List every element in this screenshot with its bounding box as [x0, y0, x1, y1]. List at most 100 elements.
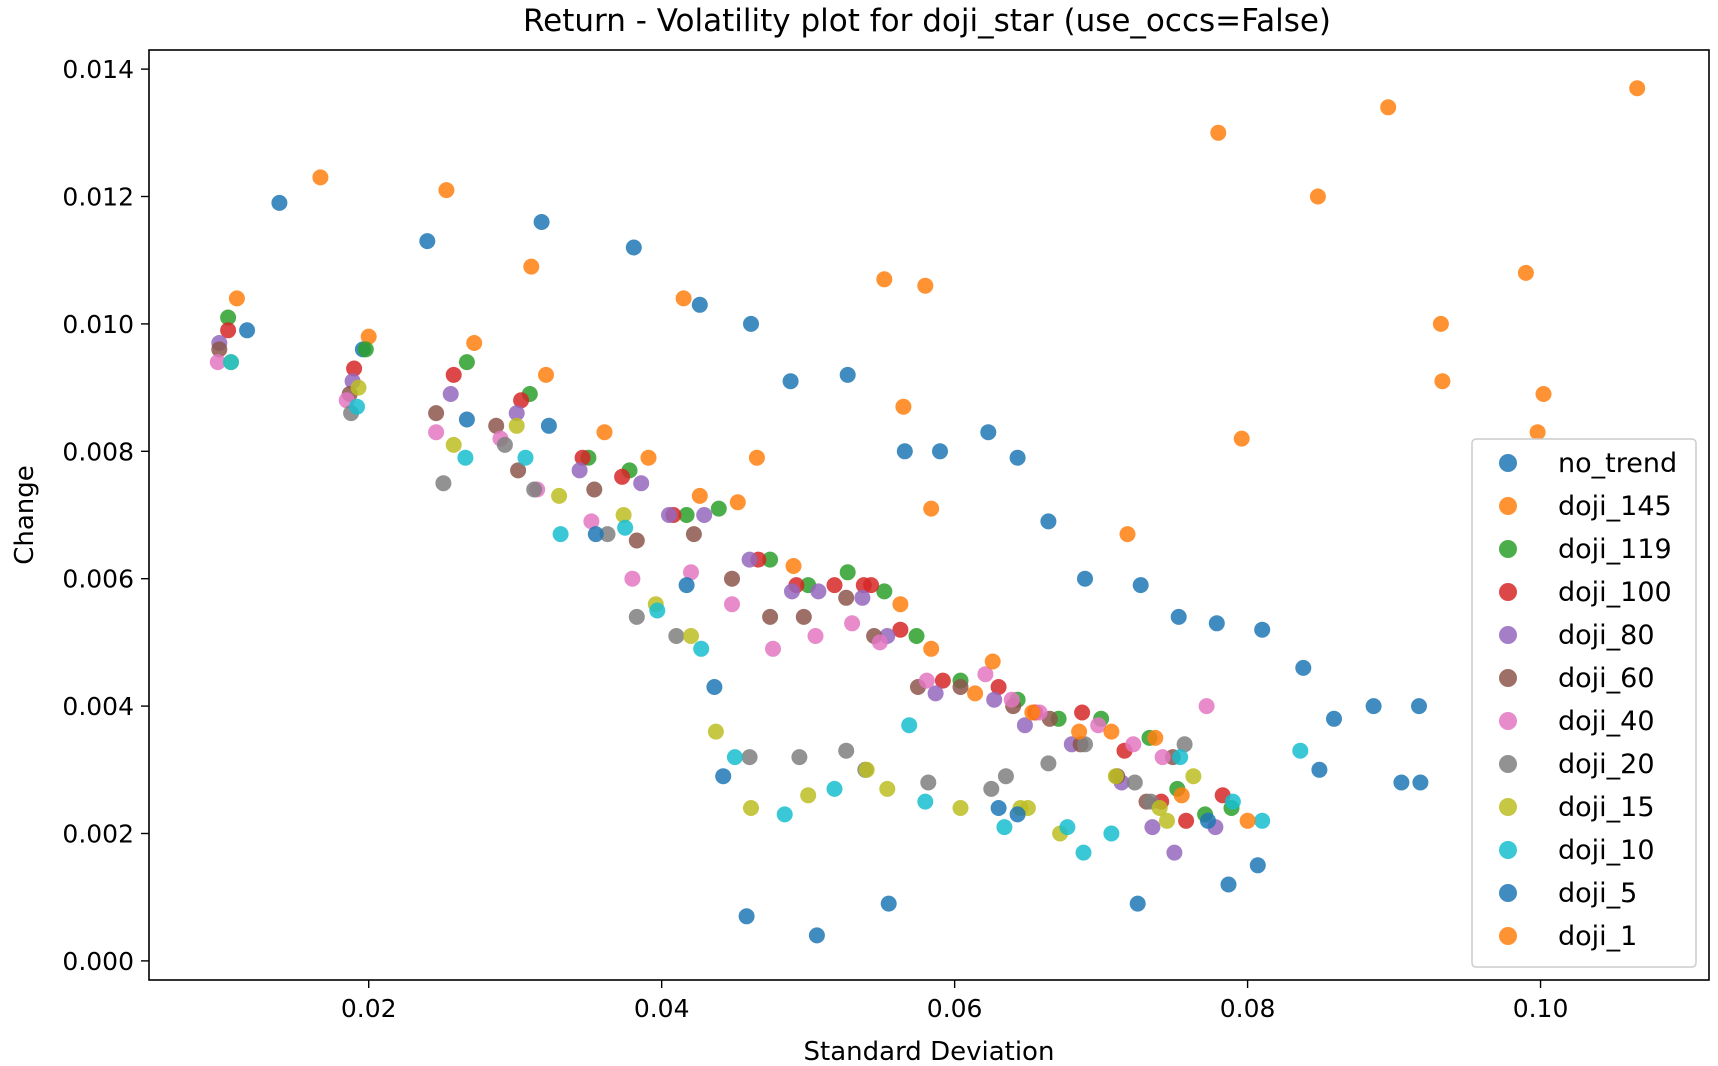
data-point	[587, 526, 604, 543]
data-point	[496, 436, 513, 453]
data-point	[675, 290, 692, 307]
data-point	[1200, 812, 1216, 829]
data-point	[706, 679, 723, 695]
data-point	[1434, 373, 1451, 390]
data-point	[807, 628, 824, 644]
data-point	[442, 386, 459, 402]
data-point	[892, 621, 909, 638]
data-point	[844, 615, 861, 632]
data-point	[312, 169, 329, 186]
legend-marker	[1499, 626, 1517, 644]
data-point	[517, 449, 534, 466]
data-point	[526, 481, 543, 498]
data-point	[1009, 449, 1026, 466]
data-point	[782, 373, 799, 390]
data-point	[986, 691, 1003, 708]
data-point	[220, 322, 237, 339]
data-point	[1016, 717, 1033, 734]
data-point	[438, 182, 455, 199]
data-point	[1075, 844, 1092, 861]
data-point	[533, 214, 550, 230]
legend-label: doji_5	[1558, 878, 1637, 909]
data-point	[1254, 812, 1271, 829]
data-point	[209, 354, 226, 371]
data-point	[707, 723, 724, 740]
data-point	[419, 233, 436, 250]
legend-label: doji_10	[1558, 835, 1655, 866]
data-point	[1040, 755, 1057, 772]
data-point	[523, 258, 540, 275]
data-point	[466, 335, 483, 351]
data-point	[428, 405, 445, 422]
data-point	[1172, 749, 1189, 766]
data-point	[1365, 698, 1382, 715]
data-point	[1311, 761, 1328, 778]
y-tick-label: 0.004	[62, 692, 134, 721]
data-point	[691, 487, 708, 504]
data-point	[996, 819, 1013, 836]
data-point	[858, 761, 875, 778]
x-axis-label: Standard Deviation	[804, 1037, 1055, 1066]
data-point	[445, 436, 462, 453]
legend-marker	[1499, 884, 1517, 902]
data-point	[765, 640, 781, 657]
data-point	[445, 366, 462, 383]
legend-marker	[1499, 798, 1517, 816]
data-point	[552, 526, 569, 543]
data-point	[1074, 704, 1091, 721]
data-point	[810, 583, 827, 600]
data-point	[624, 570, 641, 587]
data-point	[1129, 895, 1146, 912]
y-axis-label: Change	[10, 465, 40, 565]
data-point	[349, 398, 365, 415]
data-point	[776, 806, 793, 823]
data-point	[678, 507, 695, 523]
data-point	[428, 424, 445, 441]
data-point	[1380, 99, 1397, 116]
data-point	[633, 475, 650, 492]
x-tick-label: 0.02	[341, 994, 397, 1023]
data-point	[980, 424, 997, 441]
legend-item-doji_5: doji_5	[1499, 878, 1637, 909]
series-doji_80	[211, 335, 1224, 861]
data-point	[977, 666, 994, 683]
data-point	[599, 526, 616, 543]
data-point	[540, 417, 557, 434]
data-point	[724, 570, 740, 587]
data-point	[927, 685, 944, 702]
data-point	[1295, 659, 1312, 676]
data-point	[1009, 806, 1026, 823]
legend-item-doji_145: doji_145	[1499, 491, 1672, 522]
x-tick-label: 0.10	[1513, 994, 1569, 1023]
data-point	[762, 608, 779, 625]
data-point	[1309, 188, 1326, 205]
data-point	[871, 634, 888, 651]
legend-label: doji_1	[1558, 921, 1637, 952]
data-point	[508, 405, 525, 422]
data-point	[615, 507, 632, 523]
data-point	[1249, 857, 1266, 874]
data-point	[586, 481, 603, 498]
data-point	[808, 927, 825, 944]
data-point	[1629, 80, 1646, 97]
data-point	[826, 780, 843, 797]
data-point	[457, 449, 474, 466]
legend-item-doji_119: doji_119	[1499, 534, 1672, 565]
data-point	[1103, 723, 1120, 740]
y-tick-label: 0.008	[62, 437, 134, 466]
data-point	[715, 768, 732, 785]
data-point	[1208, 615, 1225, 632]
legend-item-doji_80: doji_80	[1499, 620, 1655, 651]
series-doji_40	[209, 354, 1215, 766]
data-point	[1254, 621, 1271, 638]
legend-item-doji_1: doji_1	[1499, 921, 1637, 952]
data-point	[614, 468, 631, 485]
data-point	[1147, 729, 1164, 746]
data-point	[1144, 819, 1161, 836]
data-point	[1040, 513, 1057, 530]
data-point	[839, 366, 856, 383]
data-point	[729, 494, 746, 511]
data-point	[661, 507, 677, 523]
data-point	[895, 398, 912, 415]
